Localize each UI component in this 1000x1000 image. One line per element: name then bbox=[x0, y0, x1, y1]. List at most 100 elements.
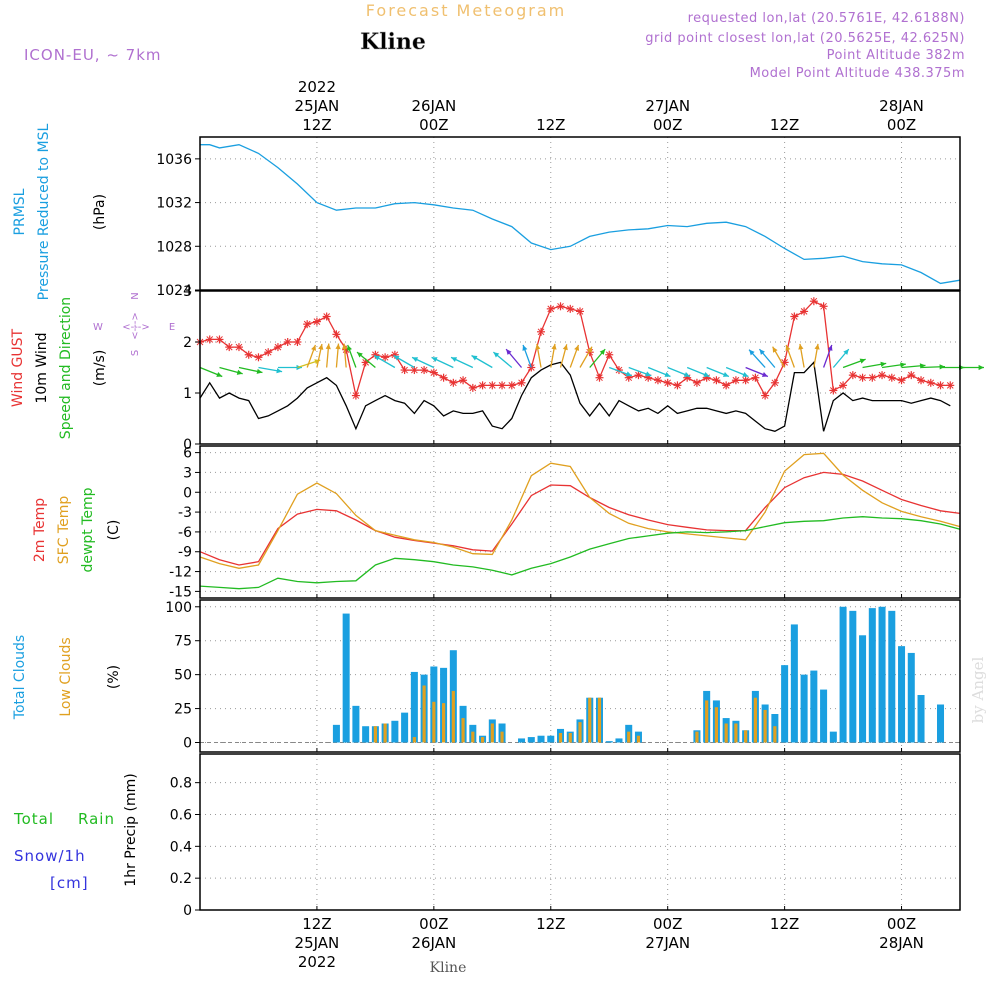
gust-marker-d2 bbox=[401, 366, 408, 374]
total-cloud-bar bbox=[781, 665, 789, 743]
gust-marker-d2 bbox=[245, 351, 253, 359]
gust-marker-d2 bbox=[225, 343, 233, 351]
total-cloud-bar bbox=[888, 610, 896, 743]
gust-marker bbox=[264, 348, 273, 357]
compass-n: N bbox=[130, 292, 141, 299]
wind-direction-arrow bbox=[706, 366, 730, 378]
gust-marker bbox=[478, 381, 487, 390]
wind-direction-arrow bbox=[341, 343, 348, 368]
wind-direction-arrow bbox=[306, 344, 316, 368]
wind-arrow-head bbox=[471, 355, 478, 361]
bottom-time-label: 2022 bbox=[298, 953, 336, 971]
wind-arrow-head bbox=[412, 357, 419, 363]
wind-direction-arrow bbox=[798, 343, 805, 368]
wind-arrow-head bbox=[742, 372, 749, 377]
low-cloud-bar bbox=[753, 697, 757, 743]
low-cloud-bar bbox=[734, 723, 738, 743]
wind-direction-arrow bbox=[609, 366, 633, 377]
wind-arrow-head bbox=[761, 372, 768, 377]
wind-arrow-head bbox=[827, 344, 833, 351]
total-cloud-bar bbox=[342, 613, 350, 743]
clouds-legend: Total Clouds Low Clouds (%) bbox=[12, 635, 122, 720]
wind-arrow-head bbox=[625, 371, 632, 377]
gust-marker-d2 bbox=[274, 343, 282, 351]
gust-marker bbox=[790, 312, 799, 321]
low-cloud-bar bbox=[422, 685, 426, 743]
gust-marker-d2 bbox=[420, 366, 428, 374]
compass-s: S bbox=[130, 350, 141, 356]
wind-direction-arrow bbox=[647, 366, 671, 378]
wind-arrow-head bbox=[393, 355, 400, 361]
gust-marker-d2 bbox=[352, 392, 360, 399]
gust-marker-d2 bbox=[498, 381, 506, 389]
top-time-label: 26JAN bbox=[411, 97, 456, 115]
gust-marker bbox=[293, 338, 302, 346]
gust-marker-d2 bbox=[381, 353, 389, 361]
legend-celsius: (C) bbox=[106, 520, 122, 541]
gust-marker-d2 bbox=[469, 384, 477, 392]
gust-marker-d2 bbox=[859, 374, 866, 382]
wind-arrow-head bbox=[587, 346, 592, 353]
gust-marker bbox=[770, 378, 779, 387]
gust-marker-d2 bbox=[518, 379, 525, 387]
low-cloud-bar bbox=[695, 731, 699, 743]
gust-marker bbox=[449, 378, 458, 387]
wind-direction-arrow bbox=[550, 343, 557, 368]
wind-direction-arrow bbox=[505, 348, 523, 368]
gridpoint-coords: grid point closest lon,lat (20.5625E, 42… bbox=[645, 31, 965, 46]
bottom-time-label: 27JAN bbox=[645, 934, 690, 952]
temperature-sfc-temp-line bbox=[199, 452, 961, 569]
gust-marker-d2 bbox=[927, 379, 935, 387]
temperature-legend: 2m Temp SFC Temp dewpt Temp (C) bbox=[32, 487, 122, 572]
precip-frame bbox=[199, 753, 961, 911]
bottom-time-label: 00Z bbox=[887, 915, 916, 933]
gust-marker-d2 bbox=[878, 371, 886, 379]
wind-direction-arrow bbox=[258, 366, 283, 374]
top-time-label: 12Z bbox=[770, 116, 799, 134]
top-time-label: 25JAN bbox=[295, 97, 340, 115]
clouds-frame bbox=[199, 599, 961, 753]
total-cloud-bar bbox=[615, 738, 623, 743]
wind-direction-arrow bbox=[667, 366, 691, 378]
low-cloud-bar bbox=[773, 726, 777, 743]
gust-marker bbox=[878, 371, 887, 380]
gust-marker-d2 bbox=[898, 376, 905, 384]
gust-marker bbox=[692, 378, 701, 387]
wind-arrow-head bbox=[772, 346, 778, 353]
wind-arrow-head bbox=[859, 358, 866, 364]
temperature-frame bbox=[199, 445, 961, 599]
temperature-2m-temp-line bbox=[199, 471, 961, 566]
clouds-ytick-label: 75 bbox=[174, 634, 192, 650]
gust-marker-d2 bbox=[888, 374, 896, 382]
wind-arrow-head bbox=[880, 361, 887, 367]
total-cloud-bar bbox=[401, 712, 409, 743]
model-altitude: Model Point Altitude 438.375m bbox=[750, 66, 965, 81]
low-cloud-bar bbox=[373, 726, 377, 743]
gust-marker bbox=[312, 317, 321, 326]
low-cloud-bar bbox=[724, 723, 728, 743]
legend-ms: (m/s) bbox=[92, 350, 108, 387]
gust-marker-d2 bbox=[255, 353, 262, 361]
wind-arrow-head bbox=[356, 352, 363, 358]
wind-direction-arrow bbox=[628, 366, 652, 377]
legend-sfc-temp: SFC Temp bbox=[56, 496, 72, 565]
total-cloud-bar bbox=[790, 624, 798, 743]
legend-precip-axis: 1hr Precip (mm) bbox=[123, 773, 139, 886]
wind-10m-wind-line bbox=[199, 360, 951, 432]
wind-arrow-head bbox=[798, 343, 804, 350]
wind-direction-arrow bbox=[822, 344, 833, 368]
gust-marker-d2 bbox=[284, 338, 292, 346]
gust-marker-d2 bbox=[488, 381, 496, 389]
low-cloud-bar bbox=[451, 690, 455, 743]
gust-marker bbox=[459, 376, 468, 385]
gust-marker-d2 bbox=[576, 308, 584, 315]
gust-marker-d2 bbox=[323, 313, 331, 320]
gust-marker-d2 bbox=[391, 351, 399, 359]
low-cloud-bar bbox=[744, 730, 748, 743]
gust-marker-d2 bbox=[508, 381, 516, 389]
precip-ytick-label: 0 bbox=[183, 903, 192, 919]
wind-ytick-label: 1 bbox=[183, 386, 192, 402]
gust-marker-d2 bbox=[440, 374, 447, 382]
total-cloud-bar bbox=[937, 704, 945, 743]
